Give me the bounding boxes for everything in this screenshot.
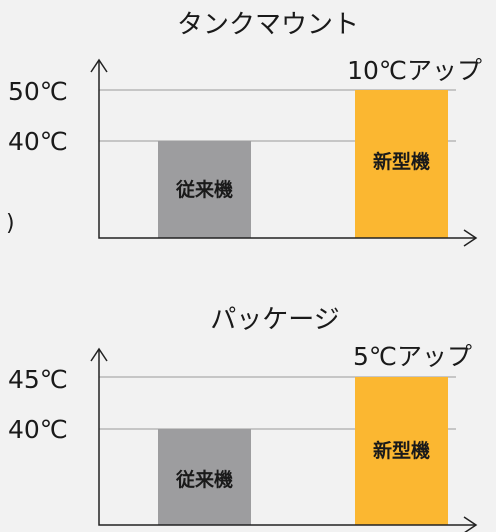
increase-annotation: 10℃アップ (347, 56, 482, 85)
chart-title: パッケージ (210, 305, 339, 335)
chart-package: パッケージ 45℃ 40℃ 従来機 新型機 5℃アップ (8, 305, 478, 532)
chart-tank-mount: タンクマウント 50℃ 40℃ 従来機 新型機 10℃アップ ) (6, 10, 482, 247)
y-tick-label-top: 45℃ (8, 365, 68, 394)
x-axis-arrowhead (463, 229, 478, 247)
increase-annotation: 5℃アップ (353, 342, 472, 371)
bar-new-model (355, 377, 448, 525)
bar-label-old-model: 従来機 (175, 468, 233, 491)
bar-old-model (158, 429, 251, 525)
y-tick-label-top: 50℃ (8, 77, 68, 106)
side-mark: ) (6, 211, 15, 236)
y-tick-label-bottom: 40℃ (8, 127, 68, 156)
bar-label-new-model: 新型機 (373, 150, 430, 173)
bar-old-model (158, 141, 251, 238)
bar-new-model (355, 90, 448, 238)
axes (98, 349, 476, 526)
axes (98, 60, 476, 239)
y-tick-label-bottom: 40℃ (8, 415, 68, 444)
bar-label-new-model: 新型機 (373, 439, 430, 462)
bar-label-old-model: 従来機 (175, 178, 233, 201)
chart-title: タンクマウント (177, 10, 359, 40)
x-axis-arrowhead (463, 516, 478, 532)
